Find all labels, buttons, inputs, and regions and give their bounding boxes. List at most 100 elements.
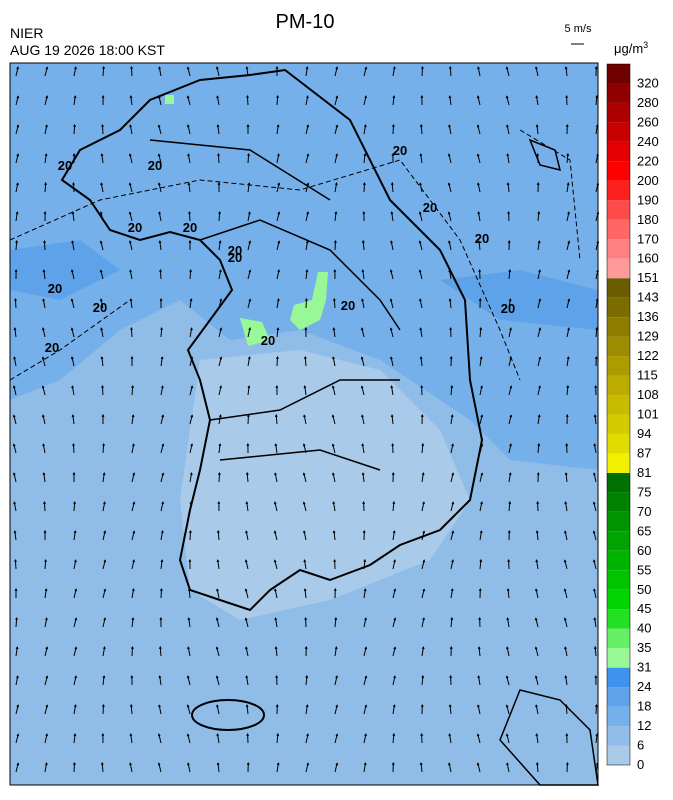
wind-arrow bbox=[449, 326, 453, 338]
wind-arrow bbox=[15, 182, 19, 193]
wind-arrow bbox=[537, 442, 541, 454]
colorbar-segment bbox=[607, 102, 630, 123]
wind-arrow bbox=[247, 240, 252, 251]
wind-arrow bbox=[535, 588, 539, 599]
wind-arrow bbox=[102, 617, 106, 628]
wind-arrow bbox=[275, 674, 279, 686]
wind-arrow bbox=[507, 210, 511, 222]
wind-arrow bbox=[157, 733, 162, 744]
wind-arrow bbox=[508, 414, 513, 425]
wind-arrow bbox=[535, 530, 539, 541]
colorbar-label: 6 bbox=[637, 738, 644, 753]
wind-arrow bbox=[158, 645, 162, 657]
wind-arrow bbox=[128, 240, 133, 251]
wind-arrow bbox=[246, 413, 250, 425]
colorbar-label: 108 bbox=[637, 387, 659, 402]
wind-arrow bbox=[15, 762, 20, 773]
wind-arrow bbox=[160, 559, 164, 570]
wind-arrow bbox=[41, 385, 46, 396]
wind-arrow bbox=[305, 124, 310, 135]
wind-arrow bbox=[187, 587, 191, 599]
wind-arrow bbox=[479, 356, 483, 367]
wind-arrow bbox=[421, 501, 425, 512]
wind-arrow bbox=[186, 95, 191, 106]
wind-arrow bbox=[449, 645, 453, 657]
wind-arrow bbox=[334, 182, 338, 193]
wind-arrow bbox=[130, 645, 134, 657]
wind-arrow bbox=[303, 530, 307, 541]
wind-arrow bbox=[477, 675, 481, 686]
wind-arrow bbox=[479, 558, 483, 570]
colorbar-label: 60 bbox=[637, 543, 651, 558]
wind-arrow bbox=[392, 530, 396, 541]
wind-arrow bbox=[536, 152, 540, 164]
wind-arrow bbox=[505, 733, 510, 744]
wind-arrow bbox=[392, 588, 397, 599]
wind-arrow bbox=[44, 95, 49, 106]
wind-arrow bbox=[216, 529, 220, 541]
wind-arrow bbox=[506, 617, 510, 628]
wind-arrow bbox=[129, 762, 133, 773]
wind-arrow bbox=[362, 210, 366, 222]
wind-arrow bbox=[421, 559, 426, 570]
wind-arrow bbox=[334, 153, 338, 164]
wind-arrow bbox=[73, 646, 78, 657]
wind-arrow bbox=[421, 442, 425, 454]
wind-arrow bbox=[421, 646, 425, 657]
wind-arrow bbox=[566, 240, 571, 251]
wind-arrow bbox=[537, 298, 542, 309]
wind-arrow bbox=[129, 124, 133, 135]
contour-label: 20 bbox=[475, 231, 489, 246]
wind-arrow bbox=[218, 269, 222, 280]
wind-arrow bbox=[332, 530, 336, 541]
wind-arrow bbox=[594, 355, 598, 367]
wind-arrow bbox=[537, 385, 541, 396]
contour-line bbox=[9, 129, 581, 381]
wind-arrow bbox=[42, 443, 46, 454]
wind-arrow bbox=[275, 703, 279, 715]
wind-arrow bbox=[304, 645, 308, 657]
wind-arrow bbox=[73, 733, 77, 744]
wind-arrow bbox=[189, 327, 193, 338]
wind-arrow bbox=[44, 124, 48, 135]
wind-arrow bbox=[420, 703, 424, 715]
wind-arrow bbox=[188, 210, 191, 222]
wind-arrow bbox=[15, 616, 18, 628]
wind-arrow bbox=[534, 675, 539, 686]
wind-arrow bbox=[102, 559, 107, 570]
wind-arrow bbox=[448, 733, 452, 744]
colorbar-label: 240 bbox=[637, 134, 659, 149]
wind-arrow bbox=[363, 733, 367, 744]
colorbar-segment bbox=[607, 667, 630, 688]
wind-arrow bbox=[245, 66, 249, 77]
wind-arrow bbox=[247, 269, 252, 280]
wind-arrow bbox=[160, 472, 165, 483]
wind-arrow bbox=[13, 327, 17, 338]
colorbar-segment bbox=[607, 122, 630, 142]
wind-arrow bbox=[479, 443, 484, 454]
wind-arrow bbox=[418, 269, 423, 280]
wind-arrow bbox=[245, 704, 249, 715]
wind-arrow bbox=[216, 588, 220, 599]
wind-arrow bbox=[13, 530, 17, 541]
wind-arrow bbox=[44, 588, 48, 599]
wind-arrow bbox=[305, 674, 309, 686]
wind-arrow bbox=[43, 239, 46, 251]
wind-arrow bbox=[506, 153, 510, 164]
wind-arrow bbox=[450, 384, 454, 396]
wind-arrow bbox=[479, 530, 483, 541]
wind-arrow bbox=[563, 559, 568, 570]
wind-arrow bbox=[420, 413, 424, 425]
wind-arrow bbox=[303, 414, 307, 425]
wind-arrow bbox=[450, 501, 455, 512]
wind-arrow bbox=[420, 94, 424, 106]
wind-arrow bbox=[102, 646, 106, 657]
wind-scale: 5 m/s bbox=[565, 23, 592, 35]
wind-arrow bbox=[276, 298, 280, 309]
wind-arrow bbox=[535, 761, 539, 773]
wind-arrow bbox=[73, 95, 77, 106]
wind-arrow bbox=[99, 211, 104, 222]
wind-arrow bbox=[189, 385, 194, 396]
wind-arrow bbox=[247, 211, 251, 222]
